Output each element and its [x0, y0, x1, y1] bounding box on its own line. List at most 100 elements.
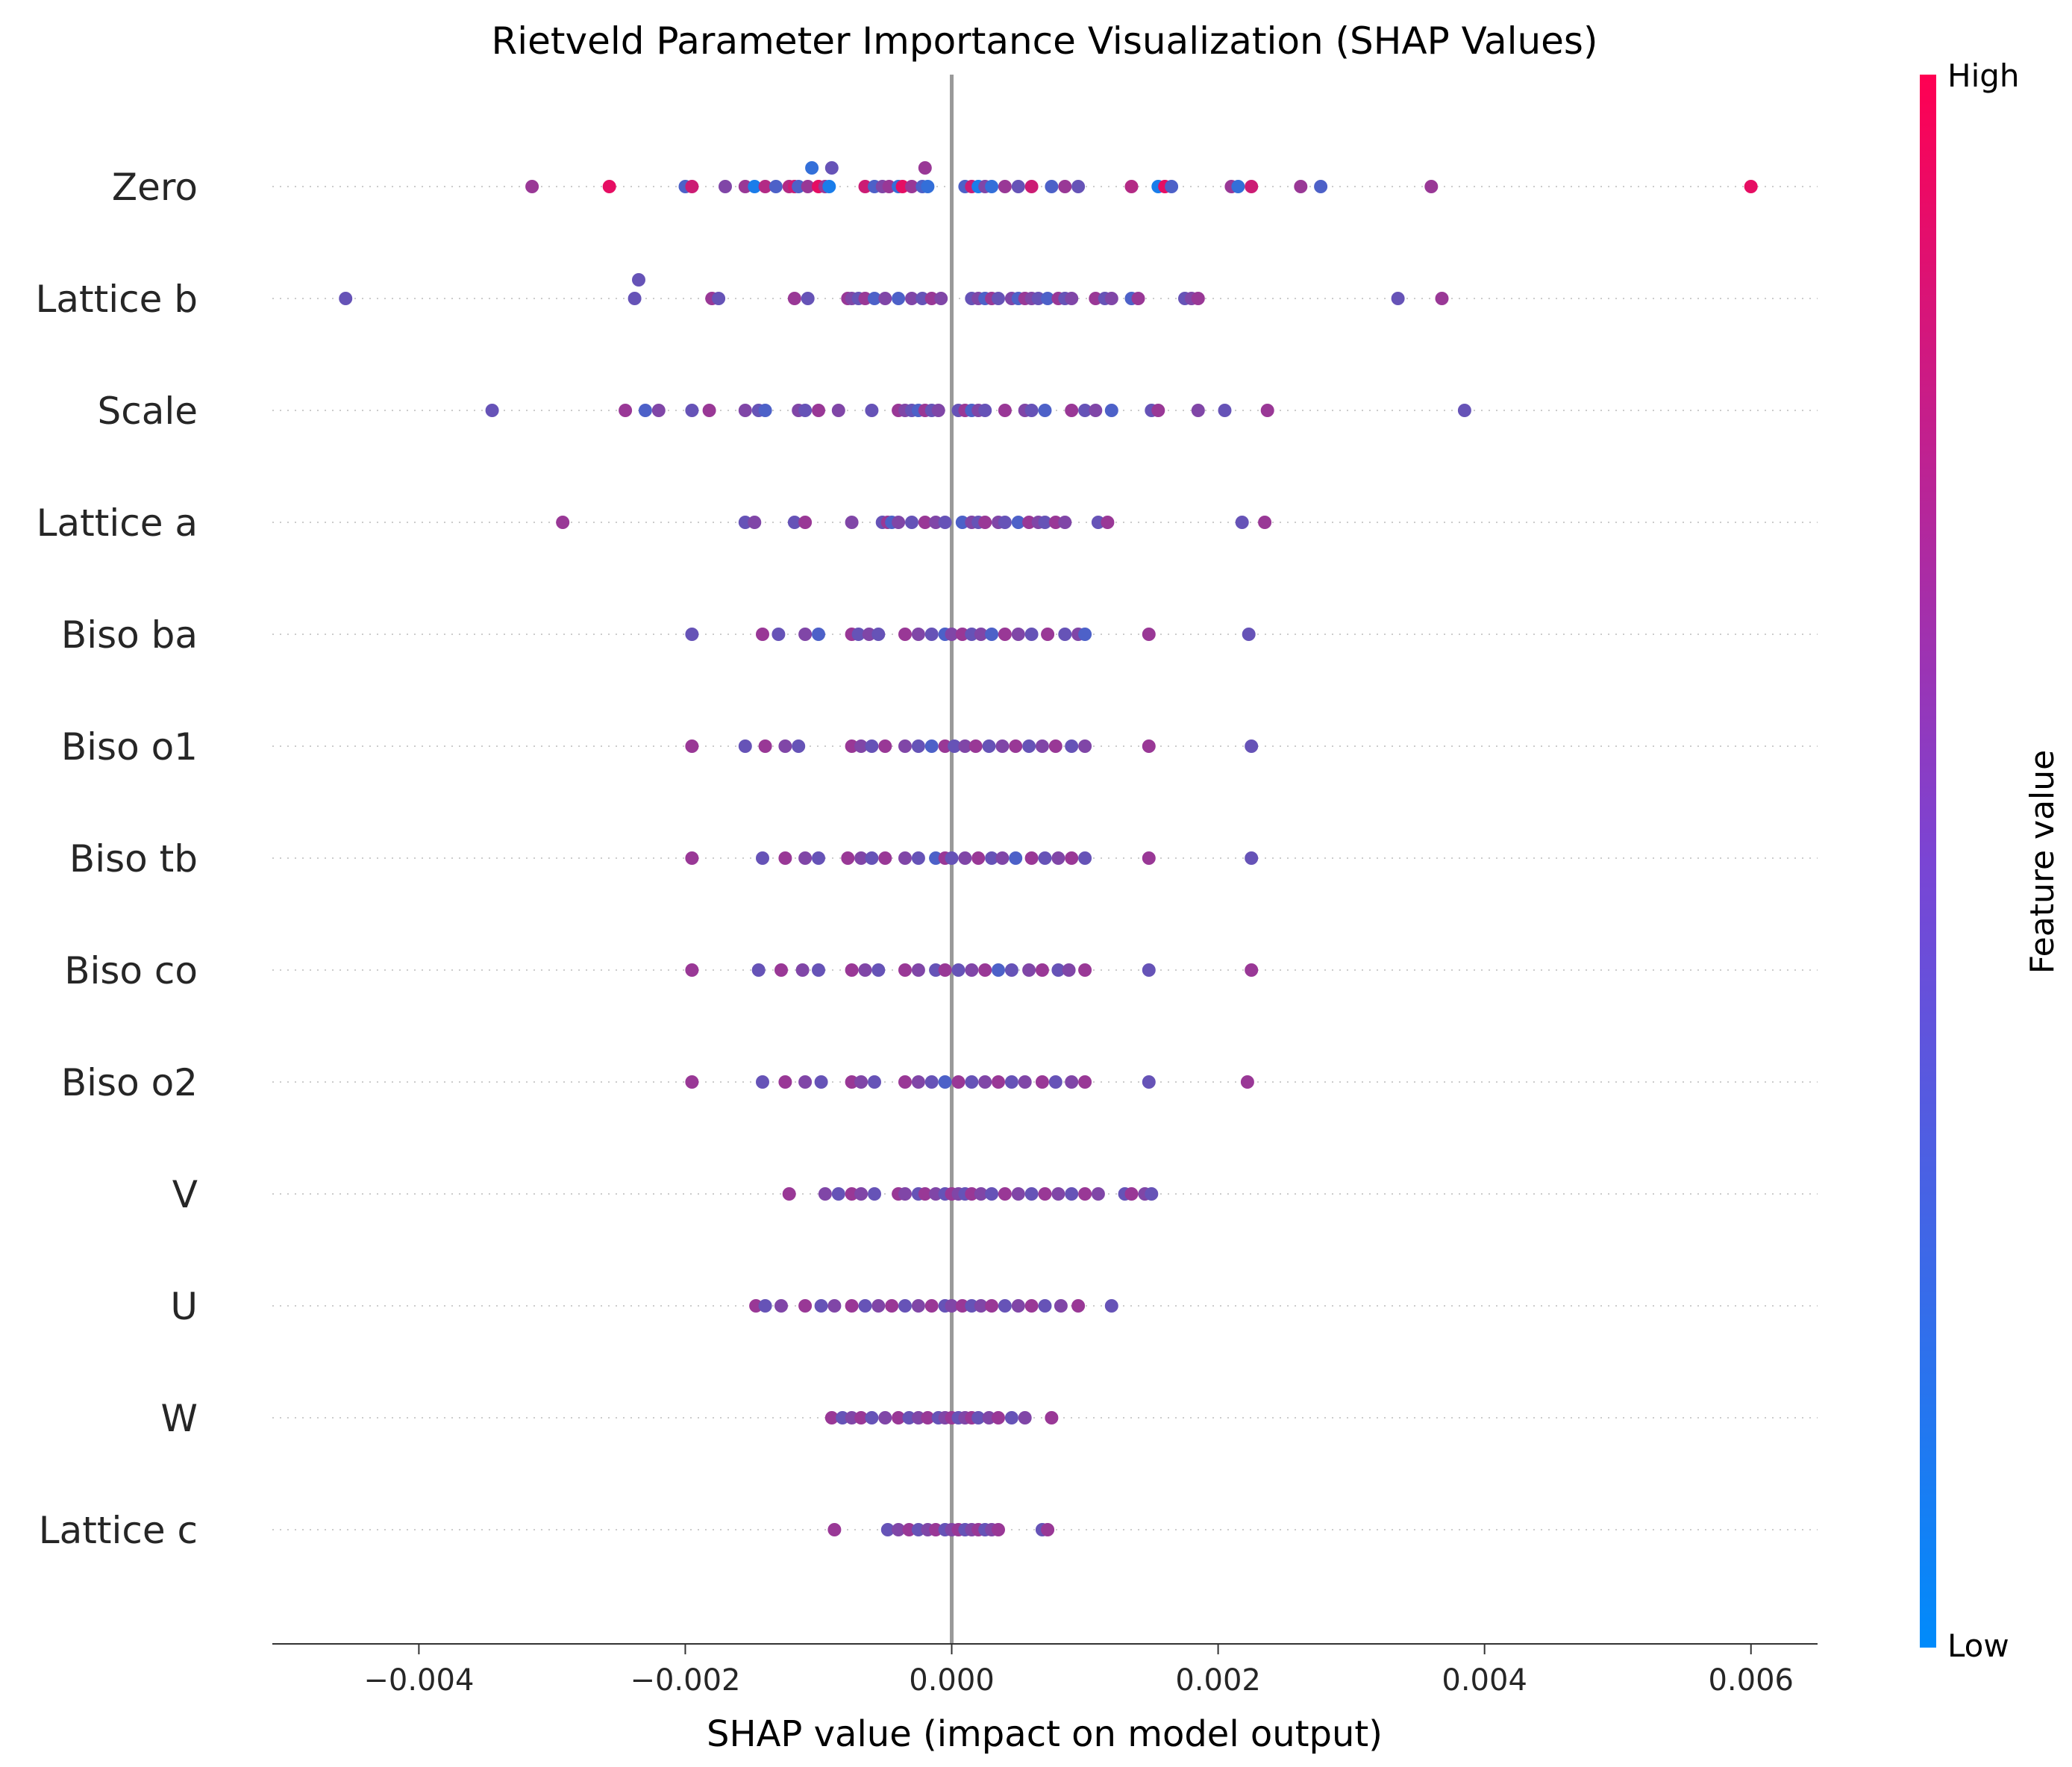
feature-rows: Zero Lattice b Scale Lattice a Biso ba Biso o…: [36, 166, 1818, 1552]
shap-point: [1142, 963, 1156, 977]
shap-point: [998, 1299, 1012, 1313]
x-tick-label: 0.004: [1442, 1663, 1527, 1698]
shap-point: [1048, 739, 1062, 753]
shap-point: [924, 628, 939, 641]
shap-point: [911, 1299, 925, 1313]
shap-point: [1078, 1075, 1092, 1089]
shap-point: [792, 739, 806, 753]
shap-point: [931, 404, 945, 417]
shap-point: [1191, 292, 1205, 305]
shap-point: [812, 963, 825, 977]
shap-point: [858, 180, 872, 193]
shap-point: [918, 161, 932, 175]
shap-point: [827, 1299, 842, 1313]
shap-point: [685, 180, 699, 193]
shap-point: [924, 292, 939, 305]
shap-point: [1038, 404, 1052, 417]
shap-point: [1142, 739, 1156, 753]
shap-point: [1024, 851, 1039, 865]
shap-point: [938, 739, 952, 753]
shap-point: [1424, 180, 1439, 193]
shap-point: [738, 404, 752, 417]
shap-point: [1151, 404, 1165, 417]
shap-point: [998, 404, 1012, 417]
shap-point: [955, 1299, 969, 1313]
shap-point: [911, 1523, 925, 1536]
shap-point: [1071, 1299, 1086, 1313]
shap-point: [1009, 739, 1023, 753]
shap-point: [845, 963, 859, 977]
shap-point: [854, 851, 868, 865]
shap-point: [801, 180, 815, 193]
shap-point: [1035, 963, 1049, 977]
shap-point: [858, 963, 872, 977]
shap-point: [1142, 851, 1156, 865]
colorbar: [1920, 75, 1936, 1648]
shap-point: [787, 292, 801, 305]
shap-point: [1024, 404, 1039, 417]
shap-point: [871, 1299, 886, 1313]
shap-point: [1245, 963, 1259, 977]
shap-point: [824, 1411, 839, 1424]
shap-point: [951, 963, 965, 977]
shap-point: [632, 273, 645, 287]
shap-point: [774, 1299, 788, 1313]
shap-point: [929, 963, 943, 977]
shap-point: [905, 180, 918, 193]
shap-point: [1089, 404, 1103, 417]
shap-point: [918, 1187, 932, 1201]
shap-point: [985, 1187, 999, 1201]
shap-points: [339, 161, 1758, 1536]
shap-point: [902, 1523, 916, 1536]
shap-point: [798, 404, 813, 417]
shap-point: [871, 628, 886, 641]
x-axis-label: SHAP value (impact on model output): [707, 1713, 1383, 1755]
shap-point: [1024, 1187, 1039, 1201]
shap-point: [822, 180, 836, 193]
shap-point: [868, 1075, 881, 1089]
shap-point: [1235, 516, 1249, 529]
shap-point: [1091, 1187, 1105, 1201]
shap-point: [1041, 628, 1055, 641]
shap-point: [814, 1075, 828, 1089]
shap-point: [1011, 180, 1025, 193]
shap-point: [719, 180, 732, 193]
shap-point: [924, 1075, 939, 1089]
shap-point: [1004, 1411, 1018, 1424]
shap-point: [798, 851, 813, 865]
shap-point: [905, 516, 918, 529]
shap-point: [865, 851, 879, 865]
shap-point: [858, 292, 872, 305]
shap-point: [998, 516, 1012, 529]
shap-point: [845, 1187, 859, 1201]
shap-point: [929, 851, 943, 865]
shap-point: [738, 739, 752, 753]
shap-point: [685, 851, 699, 865]
shap-point: [992, 963, 1005, 977]
shap-point: [982, 1411, 996, 1424]
shap-point: [995, 851, 1010, 865]
shap-point: [685, 628, 699, 641]
shap-point: [878, 851, 892, 865]
shap-point: [978, 404, 992, 417]
shap-point: [945, 1299, 959, 1313]
shap-point: [1457, 404, 1471, 417]
shap-point: [812, 404, 825, 417]
feature-label: W: [161, 1397, 198, 1440]
shap-point: [851, 628, 866, 641]
shap-point: [758, 1299, 772, 1313]
shap-point: [1022, 963, 1036, 977]
shap-point: [1048, 1075, 1062, 1089]
shap-point: [892, 1411, 906, 1424]
shap-point: [1041, 1523, 1055, 1536]
x-tick-label: −0.004: [363, 1663, 474, 1698]
shap-point: [965, 1299, 979, 1313]
shap-point: [685, 404, 699, 417]
shap-point: [898, 628, 912, 641]
shap-point: [892, 1523, 906, 1536]
feature-label: Lattice b: [36, 278, 198, 321]
shap-point: [974, 1299, 988, 1313]
shap-point: [685, 963, 699, 977]
shap-point: [685, 1075, 699, 1089]
shap-point: [1078, 963, 1092, 977]
